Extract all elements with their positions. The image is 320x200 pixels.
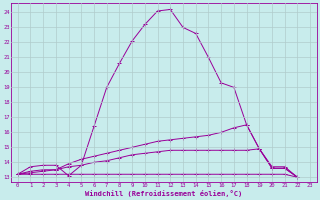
X-axis label: Windchill (Refroidissement éolien,°C): Windchill (Refroidissement éolien,°C) <box>85 190 243 197</box>
